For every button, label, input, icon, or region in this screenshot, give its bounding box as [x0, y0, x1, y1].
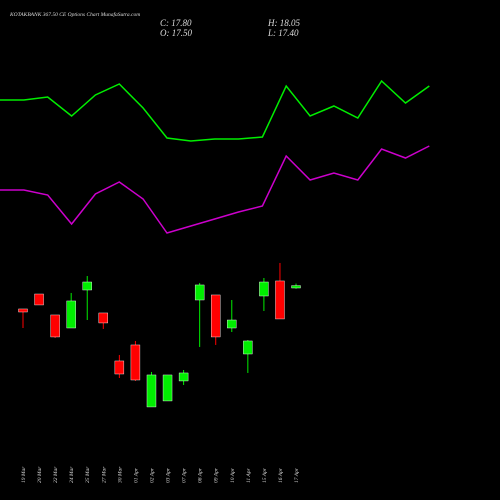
candle-body	[275, 280, 285, 320]
x-tick-label: 19 Mar	[21, 466, 27, 483]
candle-body	[130, 344, 141, 381]
x-tick-label: 10 Apr	[230, 467, 236, 483]
x-tick-label: 30 Mar	[117, 466, 123, 484]
x-tick-label: 08 Apr	[198, 467, 204, 483]
candle-body	[146, 374, 157, 408]
x-tick-label: 15 Apr	[262, 467, 268, 483]
indicator-line	[0, 79, 430, 142]
indicator-line	[0, 145, 430, 234]
x-tick-label: 09 Apr	[214, 467, 220, 483]
x-tick-label: 17 Apr	[294, 467, 300, 483]
x-tick-label: 25 Mar	[85, 466, 91, 483]
candle-body	[178, 372, 189, 382]
candle-body	[50, 314, 60, 338]
candle-body	[194, 284, 205, 301]
candle-body	[18, 308, 28, 313]
chart-title: KOTAKBANK 367.50 CE Options Chart Munafa…	[9, 11, 140, 18]
x-tick-label: 03 Apr	[166, 467, 172, 483]
x-tick-label: 24 Mar	[68, 466, 75, 483]
candle-body	[66, 300, 76, 329]
candle-body	[243, 340, 253, 355]
x-tick-label: 16 Apr	[278, 467, 284, 483]
x-tick-label: 20 Mar	[37, 466, 43, 483]
candle-body	[211, 294, 221, 338]
close-label: C: 17.80	[160, 18, 192, 28]
candle-body	[98, 312, 109, 324]
candle-body	[259, 281, 269, 297]
candle-body	[227, 319, 237, 329]
x-tick-label: 01 Apr	[133, 467, 139, 483]
candle-body	[34, 293, 44, 306]
candle-body	[114, 360, 125, 375]
x-tick-label: 22 Mar	[53, 466, 59, 483]
candle-body	[82, 281, 92, 291]
open-label: O: 17.50	[160, 28, 192, 38]
x-tick-label: 07 Apr	[182, 467, 188, 483]
high-label: H: 18.05	[267, 18, 300, 28]
candle-body	[162, 374, 173, 402]
low-label: L: 17.40	[267, 28, 299, 38]
x-tick-label: 02 Apr	[149, 467, 155, 483]
x-tick-label: 11 Apr	[246, 468, 252, 483]
x-tick-label: 27 Mar	[101, 466, 107, 483]
candle-body	[291, 285, 301, 289]
